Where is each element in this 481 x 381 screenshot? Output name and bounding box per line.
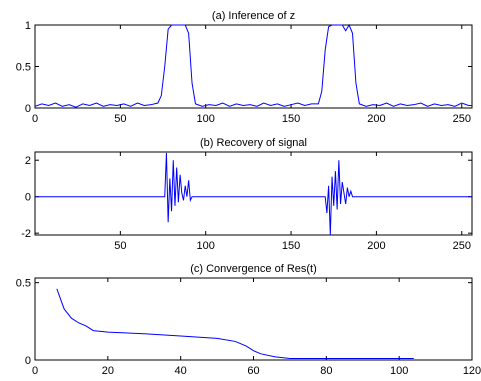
x-tick-label: 60 <box>247 365 259 377</box>
x-tick-label: 120 <box>463 365 481 377</box>
y-tick-label: 0 <box>25 355 31 367</box>
x-tick-label: 0 <box>32 113 38 125</box>
y-tick-label: 2 <box>25 155 31 167</box>
x-tick-label: 200 <box>367 240 385 252</box>
y-tick-label: 0.5 <box>16 62 31 74</box>
axes-box <box>34 151 473 236</box>
x-tick-label: 150 <box>282 240 300 252</box>
x-tick-label: 40 <box>175 365 187 377</box>
x-tick-label: 200 <box>367 113 385 125</box>
y-tick-label: 0 <box>25 192 31 204</box>
data-line <box>34 23 472 108</box>
data-line <box>56 288 414 359</box>
data-line <box>35 152 472 236</box>
y-tick-label: -2 <box>21 228 31 240</box>
y-tick-label: 0 <box>25 103 31 115</box>
x-tick-label: 250 <box>453 113 471 125</box>
axes-box <box>34 24 473 109</box>
x-tick-label: 150 <box>282 113 300 125</box>
x-tick-label: 20 <box>102 365 114 377</box>
x-tick-label: 80 <box>320 365 332 377</box>
axes-box <box>34 277 473 361</box>
x-tick-label: 100 <box>390 365 408 377</box>
y-tick-label: 0.5 <box>16 278 31 290</box>
x-tick-label: 0 <box>32 365 38 377</box>
x-tick-label: 100 <box>197 240 215 252</box>
panel-title: (c) Convergence of Res(t) <box>190 263 317 275</box>
y-tick-label: 1 <box>25 20 31 32</box>
x-tick-label: 250 <box>453 240 471 252</box>
x-tick-label: 100 <box>197 113 215 125</box>
panel-title: (b) Recovery of signal <box>200 137 307 149</box>
x-tick-label: 50 <box>114 113 126 125</box>
x-tick-label: 50 <box>114 240 126 252</box>
panel-title: (a) Inference of z <box>212 10 295 22</box>
